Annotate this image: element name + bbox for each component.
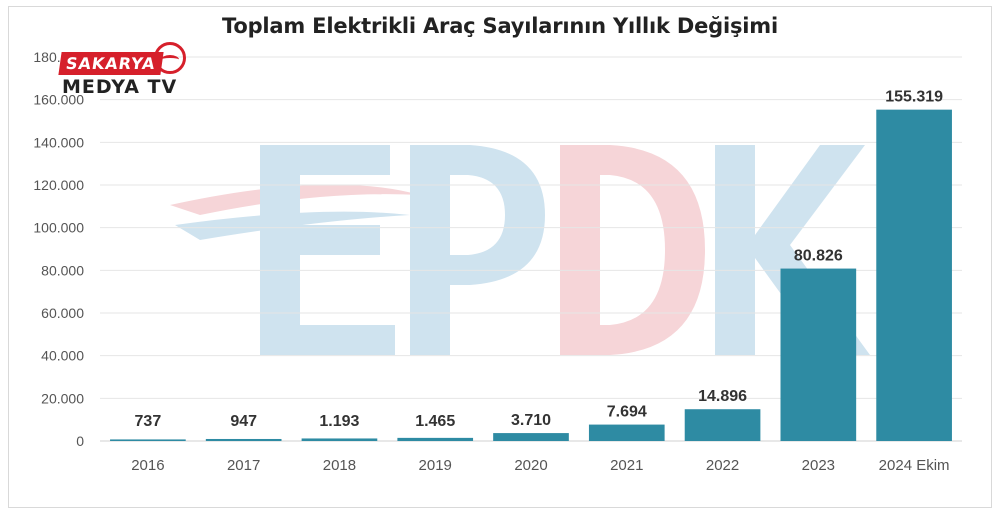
data-labels: 737 947 1.193 1.465 3.710 7.694 14.896 80.826 15… <box>135 89 944 430</box>
logo-bottom-text: MEDYA TV <box>62 76 178 98</box>
x-tick-label: 2023 <box>802 457 835 474</box>
bar <box>684 409 761 441</box>
x-tick-label: 2016 <box>131 457 164 474</box>
watermark-swoosh-red <box>170 184 420 215</box>
data-label: 1.193 <box>319 413 359 430</box>
bar <box>397 437 474 441</box>
bar <box>301 438 378 441</box>
sakarya-medya-logo: SAKARYA MEDYA TV <box>58 42 190 104</box>
watermark-letter-d <box>560 145 705 355</box>
epdk-watermark <box>170 145 870 355</box>
data-label: 80.826 <box>794 248 843 265</box>
data-label: 947 <box>230 413 257 430</box>
bar <box>205 438 282 441</box>
data-label: 3.710 <box>511 412 551 429</box>
x-tick-label: 2020 <box>514 457 547 474</box>
y-tick-label: 120.000 <box>33 177 84 193</box>
bars <box>110 109 952 441</box>
y-tick-label: 20.000 <box>41 390 84 406</box>
globe-icon <box>154 42 186 74</box>
x-tick-label: 2017 <box>227 457 260 474</box>
y-tick-label: 40.000 <box>41 348 84 364</box>
bar <box>780 268 857 441</box>
y-tick-label: 160.000 <box>33 92 84 108</box>
data-label: 14.896 <box>698 388 747 405</box>
data-label: 1.465 <box>415 413 455 430</box>
bar <box>588 424 665 441</box>
x-axis-ticks: 2016 2017 2018 2019 2020 2021 2022 2023 2024 Eki… <box>131 457 949 474</box>
x-tick-label: 2024 Ekim <box>879 457 950 474</box>
y-tick-label: 60.000 <box>41 305 84 321</box>
logo-top-text: SAKARYA <box>58 52 164 75</box>
y-tick-label: 80.000 <box>41 262 84 278</box>
x-tick-label: 2018 <box>323 457 356 474</box>
y-tick-label: 140.000 <box>33 134 84 150</box>
watermark-letter-p <box>410 145 545 355</box>
data-label: 155.319 <box>885 89 943 106</box>
bar <box>493 433 569 441</box>
x-tick-label: 2021 <box>610 457 643 474</box>
data-label: 737 <box>135 413 162 430</box>
y-tick-label: 0 <box>76 433 84 449</box>
watermark-letter-e <box>260 145 395 355</box>
y-axis-ticks: 0 20.000 40.000 60.000 80.000 100.000 120.000 1… <box>33 49 84 449</box>
data-label: 7.694 <box>607 404 647 421</box>
chart-title: Toplam Elektrikli Araç Sayılarının Yıllı… <box>222 14 778 38</box>
bar <box>110 439 186 441</box>
bar <box>876 109 952 441</box>
y-tick-label: 100.000 <box>33 220 84 236</box>
x-tick-label: 2022 <box>706 457 739 474</box>
x-tick-label: 2019 <box>419 457 452 474</box>
